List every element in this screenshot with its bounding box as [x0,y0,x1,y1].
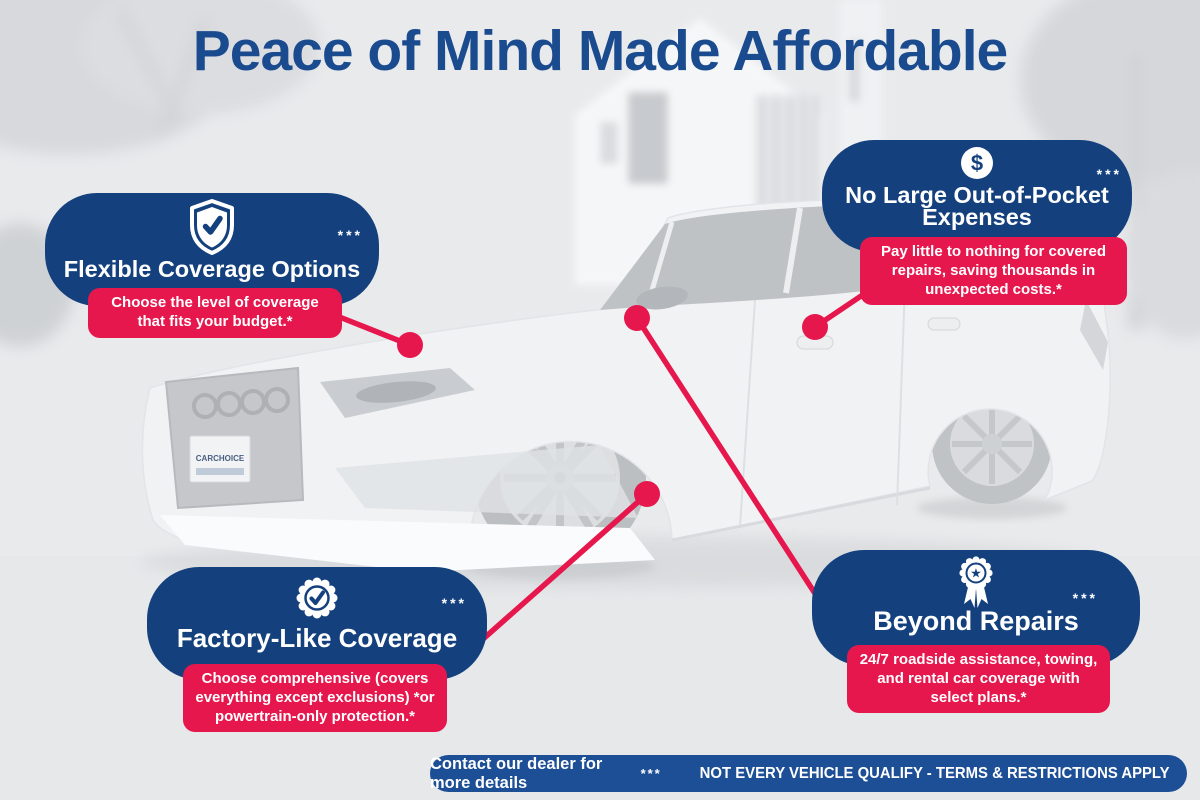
asterisks-badge: *** [441,595,467,611]
callout-detail-factory-like: Choose comprehensive (covers everything … [183,664,447,733]
asterisks-badge: *** [640,766,662,781]
tail-light [1080,300,1108,370]
audi-rings-icon [192,387,290,419]
connector-dot-mirror [624,305,650,331]
footer-disclaimer-bar: Contact our dealer for more details *** … [430,755,1187,792]
callout-title: Flexible Coverage Options [63,256,361,282]
svg-text:★: ★ [970,567,982,582]
rear-door-handle [927,317,961,331]
asterisks-badge: *** [1072,590,1098,606]
callout-title: No Large Out-of-Pocket [845,182,1109,208]
shield-check-icon [186,199,238,260]
callout-factory-like: Factory-Like Coverage *** [147,567,487,680]
connector-line-factory [479,491,650,643]
asterisks-badge: *** [337,227,363,243]
footer-contact-text: Contact our dealer for more details [430,754,603,792]
callout-detail-flexible-coverage: Choose the level of coverage that fits y… [88,288,342,338]
callout-title-line2: Expenses [922,203,1032,230]
connector-dot-door [802,314,828,340]
connector-dot-hood [397,332,423,358]
car-grille: CARCHOICE [164,366,305,510]
callout-flexible-coverage: Flexible Coverage Options *** [45,193,379,306]
seal-check-icon [292,573,342,628]
connector-line-flexible [334,313,413,348]
license-plate-text: CARCHOICE [196,454,245,463]
callout-out-of-pocket: $ No Large Out-of-Pocket Expenses *** [822,140,1132,252]
footer-terms-text: NOT EVERY VEHICLE QUALIFY - TERMS & REST… [699,764,1170,782]
callout-title: Factory-Like Coverage [176,623,458,653]
side-mirror [636,286,688,310]
callout-detail-out-of-pocket: Pay little to nothing for covered repair… [860,237,1127,306]
callout-title: Beyond Repairs [873,606,1079,636]
callout-detail-beyond-repairs: 24/7 roadside assistance, towing, and re… [847,645,1110,714]
page-title: Peace of Mind Made Affordable [192,19,1009,83]
svg-text:$: $ [971,151,983,176]
dollar-circle-icon: $ [959,145,995,186]
asterisks-badge: *** [1096,166,1122,182]
award-ribbon-icon: ★ [954,556,998,619]
connector-dot-rocker [634,481,660,507]
